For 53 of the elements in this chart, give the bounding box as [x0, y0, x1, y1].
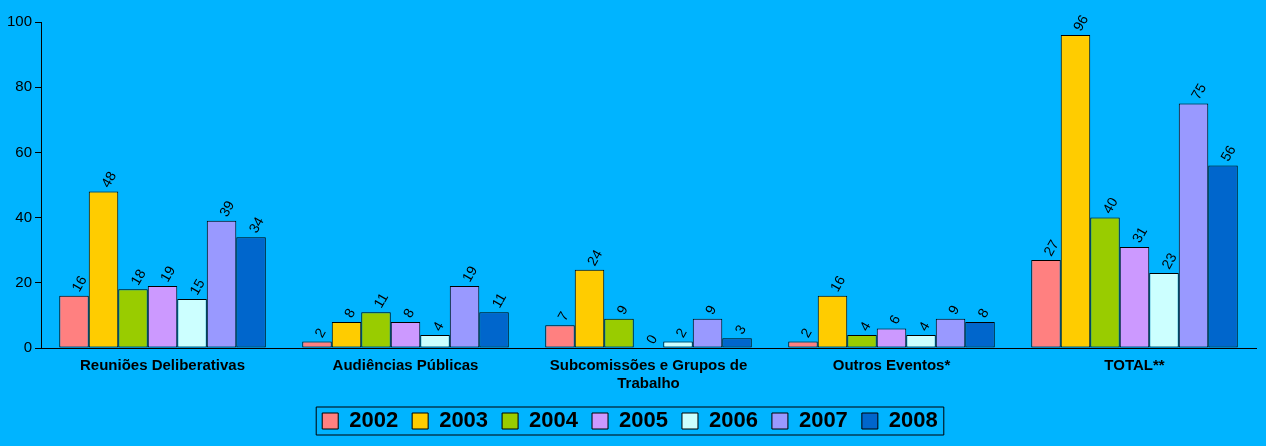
y-tick-label: 60: [15, 142, 33, 160]
data-label: 56: [1217, 142, 1239, 164]
data-label: 4: [915, 318, 933, 334]
data-label: 9: [613, 302, 631, 318]
data-label: 19: [156, 262, 179, 285]
data-label: 8: [399, 305, 418, 321]
legend-label: 2005: [619, 407, 668, 433]
data-label: 18: [127, 266, 149, 288]
y-tick-label: 20: [15, 272, 33, 290]
data-label: 16: [68, 272, 90, 295]
y-tick-label: 80: [15, 77, 33, 95]
data-label: 2: [672, 324, 690, 340]
data-label: 19: [458, 262, 481, 285]
data-label: 39: [215, 197, 238, 220]
data-label: 6: [885, 311, 904, 327]
x-tick-label: Subcomissões e Grupos de Trabalho: [549, 356, 748, 392]
legend-label: 2002: [349, 407, 399, 433]
data-label: 11: [488, 289, 510, 311]
data-label: 40: [1099, 194, 1121, 217]
data-label: 7: [554, 308, 572, 324]
x-tick-label: TOTAL**: [1104, 356, 1165, 374]
legend-label: 2008: [888, 407, 938, 433]
data-label: 48: [97, 168, 120, 190]
data-label: 4: [856, 318, 874, 334]
data-label: 8: [974, 305, 992, 321]
x-tick-label: Audiências Públicas: [332, 356, 479, 374]
legend-label: 2007: [798, 407, 848, 433]
data-label: 24: [583, 246, 606, 269]
y-tick-label: 40: [15, 207, 33, 225]
data-label: 96: [1069, 11, 1092, 34]
data-label: 23: [1158, 249, 1180, 272]
data-label: 9: [701, 302, 720, 318]
legend-label: 2006: [708, 407, 758, 433]
y-tick-label: 0: [23, 338, 33, 356]
data-label: 11: [370, 289, 392, 311]
data-label: 34: [245, 213, 267, 236]
data-label: 31: [1128, 223, 1151, 246]
data-label: 3: [731, 321, 749, 337]
legend-label: 2004: [529, 407, 579, 433]
data-label: 8: [340, 305, 359, 321]
data-label: 9: [944, 302, 963, 318]
x-tick-label: Outros Eventos*: [832, 356, 951, 374]
data-label: 2: [797, 324, 815, 340]
data-label: 2: [311, 324, 329, 340]
data-label: 16: [826, 272, 849, 295]
data-label: 27: [1040, 236, 1062, 259]
data-label: 0: [642, 331, 661, 347]
x-tick-label: Reuniões Deliberativas: [79, 356, 246, 374]
legend-label: 2003: [439, 407, 489, 433]
y-tick-label: 100: [7, 12, 33, 30]
data-label: 75: [1187, 80, 1210, 102]
data-label: 15: [186, 275, 208, 298]
data-label: 4: [429, 318, 447, 334]
